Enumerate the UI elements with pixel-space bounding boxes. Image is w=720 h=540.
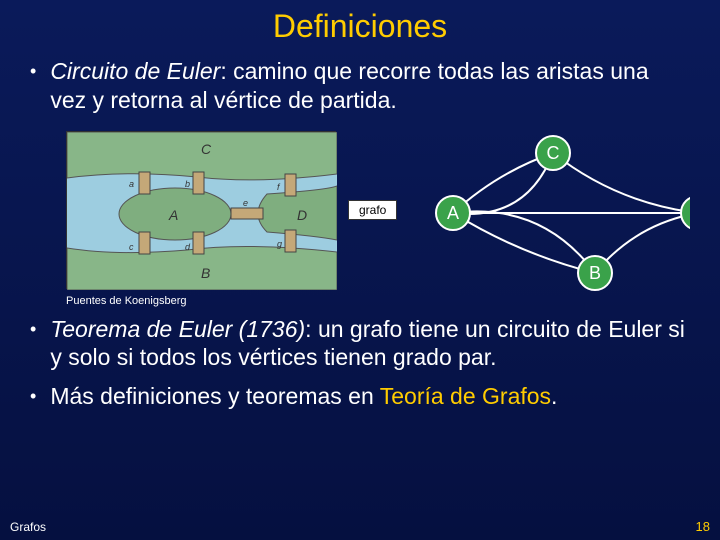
svg-text:B: B	[589, 263, 601, 283]
grafo-arrow-label: grafo	[348, 200, 397, 220]
bullet-marker: •	[30, 386, 36, 407]
bullet-text: Teorema de Euler (1736): un grafo tiene …	[50, 315, 690, 373]
term-euler-theorem: Teorema de Euler (1736)	[50, 316, 305, 342]
bullet-more-info: • Más definiciones y teoremas en Teoría …	[30, 382, 690, 411]
bullet-marker: •	[30, 61, 36, 82]
svg-text:D: D	[297, 207, 307, 223]
svg-text:g: g	[277, 239, 282, 249]
svg-text:B: B	[201, 265, 210, 281]
svg-text:a: a	[129, 179, 134, 189]
bridges-figure: C A D B a b c d e f g Puentes de Koenigs…	[66, 131, 336, 289]
graph-theory-link[interactable]: Teoría de Grafos	[380, 383, 551, 409]
svg-text:C: C	[201, 141, 212, 157]
figures-row: C A D B a b c d e f g Puentes de Koenigs…	[66, 125, 690, 295]
svg-text:e: e	[243, 198, 248, 208]
bullet-marker: •	[30, 319, 36, 340]
bridges-svg: C A D B a b c d e f g	[67, 132, 337, 290]
more-info-tail: .	[551, 383, 557, 409]
svg-text:c: c	[129, 242, 134, 252]
svg-text:b: b	[185, 179, 190, 189]
lower-bullets: • Teorema de Euler (1736): un grafo tien…	[30, 315, 690, 411]
bullet-euler-theorem: • Teorema de Euler (1736): un grafo tien…	[30, 315, 690, 373]
bullet-text: Circuito de Euler: camino que recorre to…	[50, 57, 690, 115]
bullet-euler-circuit: • Circuito de Euler: camino que recorre …	[30, 57, 690, 115]
euler-graph: CADB	[403, 125, 690, 295]
svg-text:A: A	[168, 207, 178, 223]
bridges-illustration: C A D B a b c d e f g	[66, 131, 336, 289]
content-area: • Circuito de Euler: camino que recorre …	[0, 45, 720, 411]
svg-text:A: A	[447, 203, 459, 223]
bridges-caption: Puentes de Koenigsberg	[66, 295, 186, 307]
term-euler-circuit: Circuito de Euler	[50, 58, 220, 84]
page-number: 18	[696, 519, 710, 534]
more-info-plain: Más definiciones y teoremas en	[50, 383, 379, 409]
svg-text:C: C	[547, 143, 560, 163]
bullet-text: Más definiciones y teoremas en Teoría de…	[50, 382, 557, 411]
page-title: Definiciones	[0, 0, 720, 45]
footer-topic: Grafos	[10, 520, 46, 534]
